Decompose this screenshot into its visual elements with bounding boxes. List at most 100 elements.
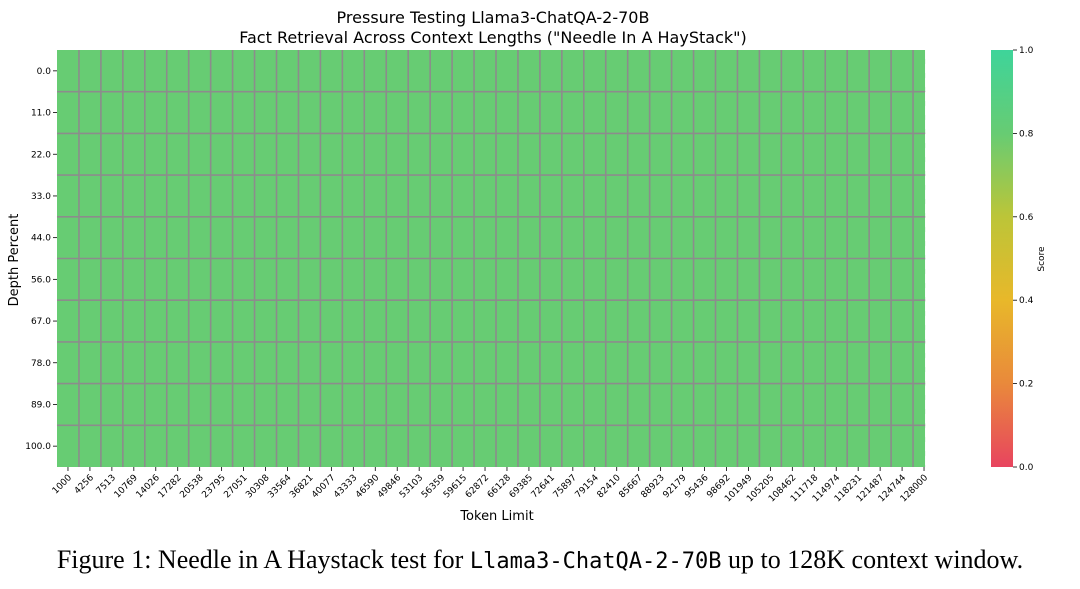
heatmap-cell [891,300,914,342]
heatmap-cell [78,216,101,259]
heatmap-cell [57,216,79,259]
heatmap-cell [781,50,804,92]
heatmap-cell [320,383,343,426]
heatmap-cell [671,175,694,217]
heatmap-cell [386,425,409,467]
x-tick-label: 10769 [113,473,141,501]
heatmap-cell [561,133,584,176]
heatmap-cell [57,50,79,92]
heatmap-cell [715,383,738,426]
heatmap-cell [408,216,431,259]
heatmap-cell [737,133,760,176]
heatmap-cell [452,341,475,384]
heatmap-cell [539,383,562,426]
heatmap-cell [671,383,694,426]
heatmap-cell [386,383,409,426]
heatmap-cell [649,216,672,259]
heatmap-cell [78,300,101,342]
heatmap-cell [100,175,123,217]
heatmap-cell [605,341,628,384]
heatmap-cell [100,300,123,342]
y-tick-label: 44.0 [31,234,51,244]
x-axis-label: Token Limit [459,509,533,524]
heatmap-cell [188,50,211,92]
heatmap-cell [166,341,189,384]
heatmap-cell [847,216,870,259]
heatmap-cell [210,383,233,426]
heatmap-cell [232,175,255,217]
heatmap-cell [210,50,233,92]
heatmap-cell [913,258,926,301]
heatmap-cell [781,175,804,217]
heatmap-cell [430,300,453,342]
heatmap-cell [342,300,365,342]
heatmap-cell [122,175,145,217]
heatmap-cell [78,383,101,426]
heatmap-cell [452,425,475,467]
heatmap-cell [276,300,299,342]
heatmap-cell [693,50,716,92]
heatmap-cell [671,300,694,342]
heatmap-cell [913,133,926,176]
heatmap-cell [671,258,694,301]
heatmap-cell [913,91,926,134]
heatmap-cell [561,258,584,301]
heatmap-cell [430,341,453,384]
x-tick-label: 62872 [464,473,491,500]
heatmap-cell [254,50,277,92]
heatmap-cell [386,341,409,384]
heatmap-cell [254,383,277,426]
heatmap-cell [122,425,145,467]
heatmap-cell [166,91,189,134]
heatmap-cell [276,50,299,92]
heatmap-cell [583,300,606,342]
heatmap-cell [715,216,738,259]
heatmap-cell [430,216,453,259]
heatmap-cell [232,300,255,342]
heatmap-cell [57,133,79,176]
heatmap-cell [78,341,101,384]
x-tick-label: 66128 [486,473,514,501]
heatmap-cell [737,50,760,92]
caption-prefix: Figure 1: Needle in A Haystack test for [56,545,470,574]
heatmap-cell [627,425,650,467]
heatmap-cell [452,91,475,134]
heatmap-cell [891,258,914,301]
x-tick-label: 4256 [73,473,96,496]
heatmap-cell [298,175,321,217]
heatmap-cell [803,425,826,467]
heatmap-cell [891,175,914,217]
heatmap-cell [298,216,321,259]
heatmap-cell [539,216,562,259]
heatmap-cell [891,341,914,384]
heatmap-cell [781,425,804,467]
caption-suffix: up to 128K context window. [721,545,1024,574]
heatmap-cell [364,175,387,217]
heatmap-cell [276,133,299,176]
heatmap-cell [605,300,628,342]
colorbar-label: Score [1037,246,1047,272]
heatmap-cell [408,425,431,467]
x-tick-label: 69385 [508,473,535,500]
heatmap-cell [847,425,870,467]
heatmap-cell [693,341,716,384]
heatmap-cell [232,341,255,384]
heatmap-cell [210,133,233,176]
heatmap-cell [452,300,475,342]
heatmap-cell [869,383,892,426]
heatmap-cell [78,175,101,217]
y-axis-label: Depth Percent [7,214,22,307]
x-tick-label: 27051 [222,473,249,500]
x-tick-label: 36821 [288,473,315,500]
heatmap-cell [122,300,145,342]
colorbar-tick-label: 0.6 [1019,213,1034,223]
heatmap-cell [452,50,475,92]
heatmap-cell [496,258,518,301]
heatmap-cell [517,133,540,176]
heatmap-cell [474,341,496,384]
heatmap-cell [671,50,694,92]
heatmap-cell [561,300,584,342]
heatmap-cell [583,175,606,217]
heatmap-cell [57,341,79,384]
heatmap-cell [210,91,233,134]
